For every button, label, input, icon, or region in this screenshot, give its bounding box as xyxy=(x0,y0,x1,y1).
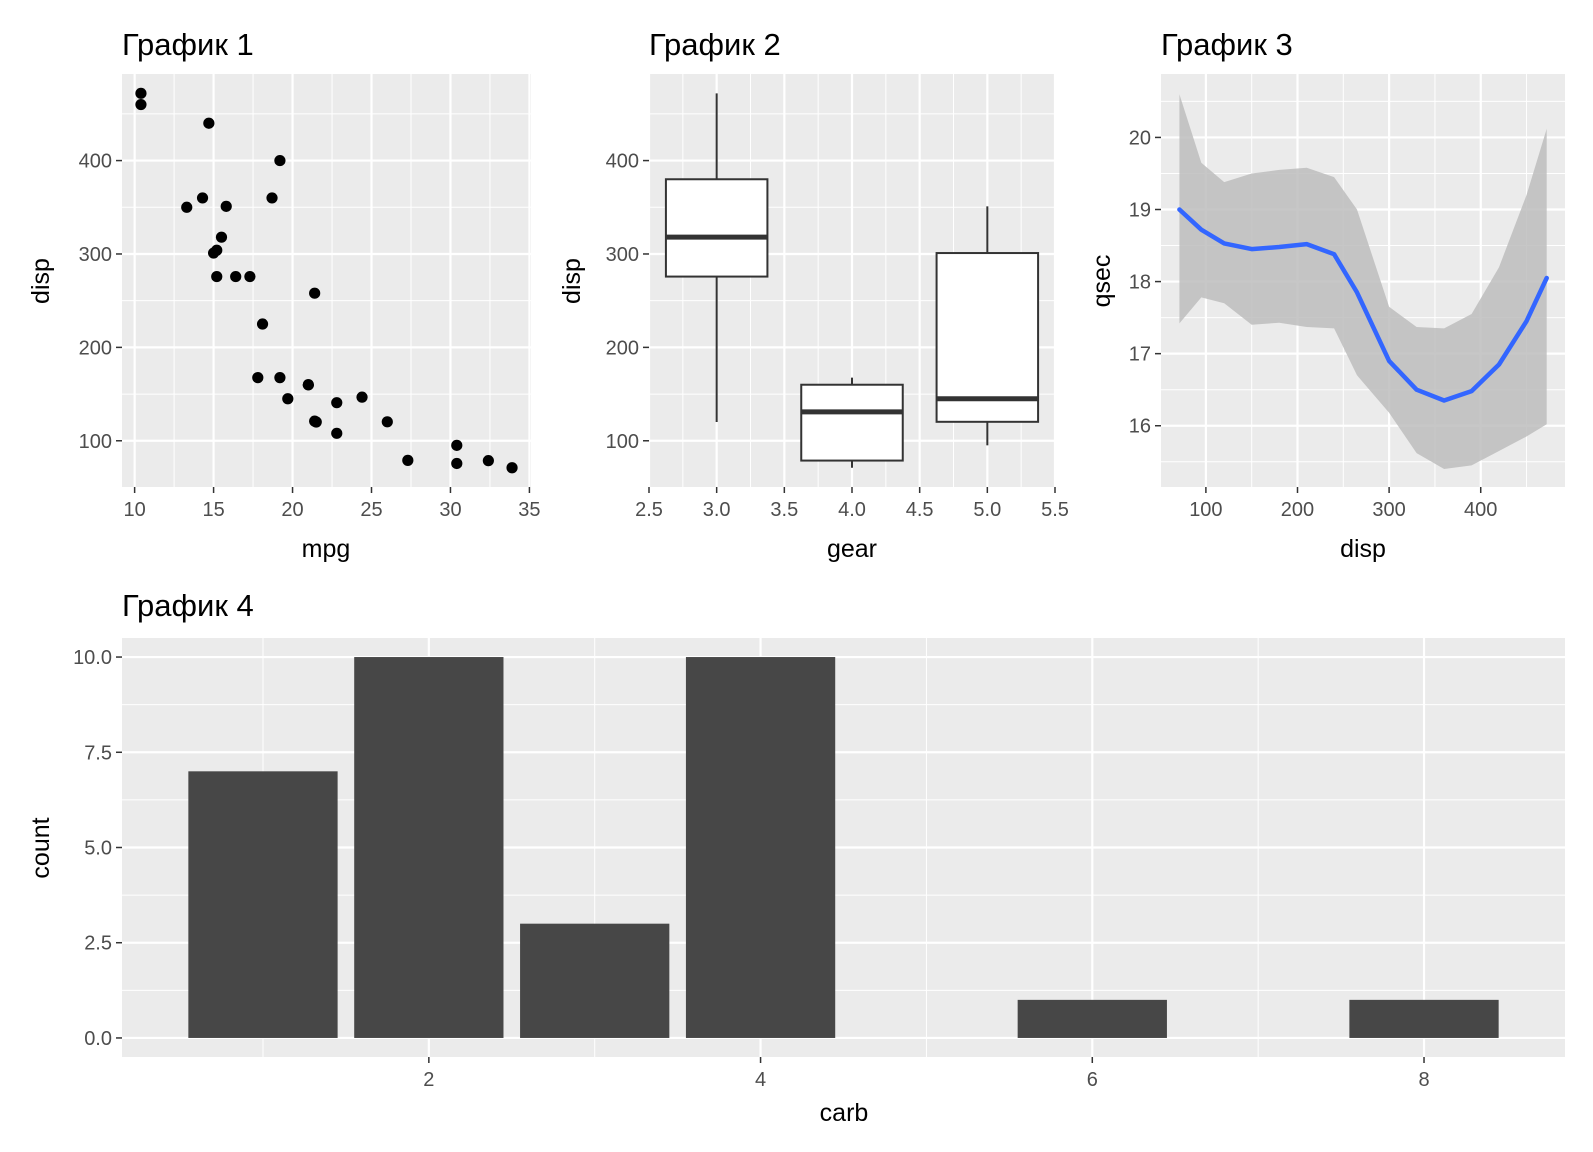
confidence-band xyxy=(1179,94,1547,469)
plot-3-y-axis-title: qsec xyxy=(1088,255,1116,308)
plot-2-y-tick-label: 300 xyxy=(606,244,639,266)
scatter-point xyxy=(331,427,343,439)
plot-1-x-axis-title: mpg xyxy=(302,535,351,563)
scatter-point xyxy=(274,372,286,384)
plot-1-y-tick-label: 100 xyxy=(79,431,112,453)
bar-carb-3 xyxy=(520,923,670,1038)
scatter-point xyxy=(203,117,215,129)
scatter-point xyxy=(215,231,228,243)
scatter-point xyxy=(230,270,242,283)
plot-2-x-tick-label: 5.0 xyxy=(973,499,1001,521)
plot-4-x-tick-label: 4 xyxy=(755,1069,766,1091)
scatter-point xyxy=(482,455,494,467)
plot-3-y-tick-label: 19 xyxy=(1129,200,1151,222)
scatter-point xyxy=(402,454,414,466)
plot-1-x-tick-label: 20 xyxy=(281,499,303,521)
plot-4-x-tick-label: 8 xyxy=(1418,1069,1429,1091)
plot-2-x-tick-label: 2.5 xyxy=(635,499,663,521)
bar-carb-1 xyxy=(188,771,338,1038)
plot-3-title: График 3 xyxy=(1161,27,1293,62)
plot-4-y-tick-label: 2.5 xyxy=(84,933,112,955)
plot-2-y-tick-label: 200 xyxy=(606,337,639,359)
box-body xyxy=(800,383,904,462)
plot-3-x-axis-title: disp xyxy=(1340,535,1386,563)
plot-3-y-tick-label: 17 xyxy=(1129,344,1151,366)
plot-1-y-tick-label: 300 xyxy=(79,244,112,266)
plot-1-x-tick-label: 35 xyxy=(518,499,540,521)
scatter-point xyxy=(381,416,393,428)
plot-4-x-tick-label: 6 xyxy=(1087,1069,1098,1091)
bar-carb-8 xyxy=(1349,999,1499,1038)
bar-carb-2 xyxy=(354,657,504,1038)
scatter-point xyxy=(309,287,321,299)
plot-1-x-tick-label: 25 xyxy=(360,499,382,521)
bar-carb-6 xyxy=(1017,999,1167,1038)
plot-1: График 1 10 15 20 25 30 35 100 200 300 400 mpg di… xyxy=(27,27,541,563)
scatter-point xyxy=(211,270,223,283)
plot-4-y-tick-label: 10.0 xyxy=(73,647,112,669)
plot-2-y-axis-title: disp xyxy=(558,258,586,304)
plot-1-x-tick-label: 15 xyxy=(202,499,224,521)
plot-3-x-tick-label: 400 xyxy=(1464,499,1497,521)
plot-2-x-tick-label: 3.5 xyxy=(770,499,798,521)
plot-1-title: График 1 xyxy=(122,27,254,62)
plot-3-x-tick-label: 200 xyxy=(1281,499,1314,521)
box-body xyxy=(664,178,769,278)
scatter-point xyxy=(135,98,147,111)
scatter-point xyxy=(207,247,220,259)
plot-1-y-tick-label: 400 xyxy=(79,151,112,173)
plot-4-x-axis-title: carb xyxy=(820,1099,869,1127)
scatter-point xyxy=(506,462,518,474)
scatter-point xyxy=(274,154,286,167)
plot-2: График 2 2.5 3.0 3.5 4.0 4.5 5.0 5.5 100 200 300 4… xyxy=(558,27,1069,563)
plot-4-title: График 4 xyxy=(122,588,254,623)
plot-4-y-tick-label: 0.0 xyxy=(84,1028,112,1050)
scatter-point xyxy=(282,393,294,405)
plot-3-y-tick-label: 18 xyxy=(1129,272,1151,294)
plot-1-x-tick-label: 10 xyxy=(124,499,146,521)
plot-3: График 3 100 200 300 400 16 17 18 19 20 disp qse… xyxy=(1088,27,1565,563)
plot-3-y-tick-label: 20 xyxy=(1129,127,1151,149)
plot-4-y-tick-label: 7.5 xyxy=(84,742,112,764)
scatter-point xyxy=(356,391,368,403)
plot-2-y-tick-label: 400 xyxy=(606,151,639,173)
plot-4-x-tick-label: 2 xyxy=(423,1069,434,1091)
scatter-point xyxy=(135,87,147,99)
plot-1-y-tick-label: 200 xyxy=(79,337,112,359)
plot-1-y-axis-title: disp xyxy=(27,258,55,304)
scatter-point xyxy=(266,192,278,204)
scatter-point xyxy=(331,397,343,409)
plot-2-x-tick-label: 4.5 xyxy=(906,499,934,521)
plot-3-x-tick-label: 100 xyxy=(1189,499,1222,521)
scatter-point xyxy=(302,379,314,391)
box-body xyxy=(935,252,1040,423)
plot-1-panel xyxy=(122,74,531,487)
scatter-point xyxy=(451,439,463,451)
scatter-point xyxy=(252,372,264,384)
scatter-point xyxy=(196,192,209,204)
scatter-point xyxy=(256,318,269,330)
plot-2-x-tick-label: 4.0 xyxy=(838,499,866,521)
plot-4-y-tick-label: 5.0 xyxy=(84,838,112,860)
plot-2-x-tick-label: 5.5 xyxy=(1041,499,1069,521)
plot-2-x-axis-title: gear xyxy=(827,535,877,563)
plot-2-x-tick-label: 3.0 xyxy=(703,499,731,521)
smooth-line xyxy=(1177,207,1549,403)
plot-3-x-tick-label: 300 xyxy=(1372,499,1405,521)
scatter-point xyxy=(309,415,321,427)
scatter-point xyxy=(451,457,463,470)
plot-1-x-tick-label: 30 xyxy=(439,499,461,521)
bar-carb-4 xyxy=(685,657,836,1038)
plot-4: График 4 2 4 6 8 0.0 2.5 5.0 7.5 10.0 carb count xyxy=(27,588,1565,1127)
plot-2-y-tick-label: 100 xyxy=(606,431,639,453)
plot-2-title: График 2 xyxy=(649,27,781,62)
scatter-point xyxy=(220,200,232,212)
scatter-point xyxy=(244,270,256,283)
plot-3-y-tick-label: 16 xyxy=(1129,416,1151,438)
plot-4-y-axis-title: count xyxy=(27,817,55,878)
scatter-point xyxy=(181,201,193,213)
